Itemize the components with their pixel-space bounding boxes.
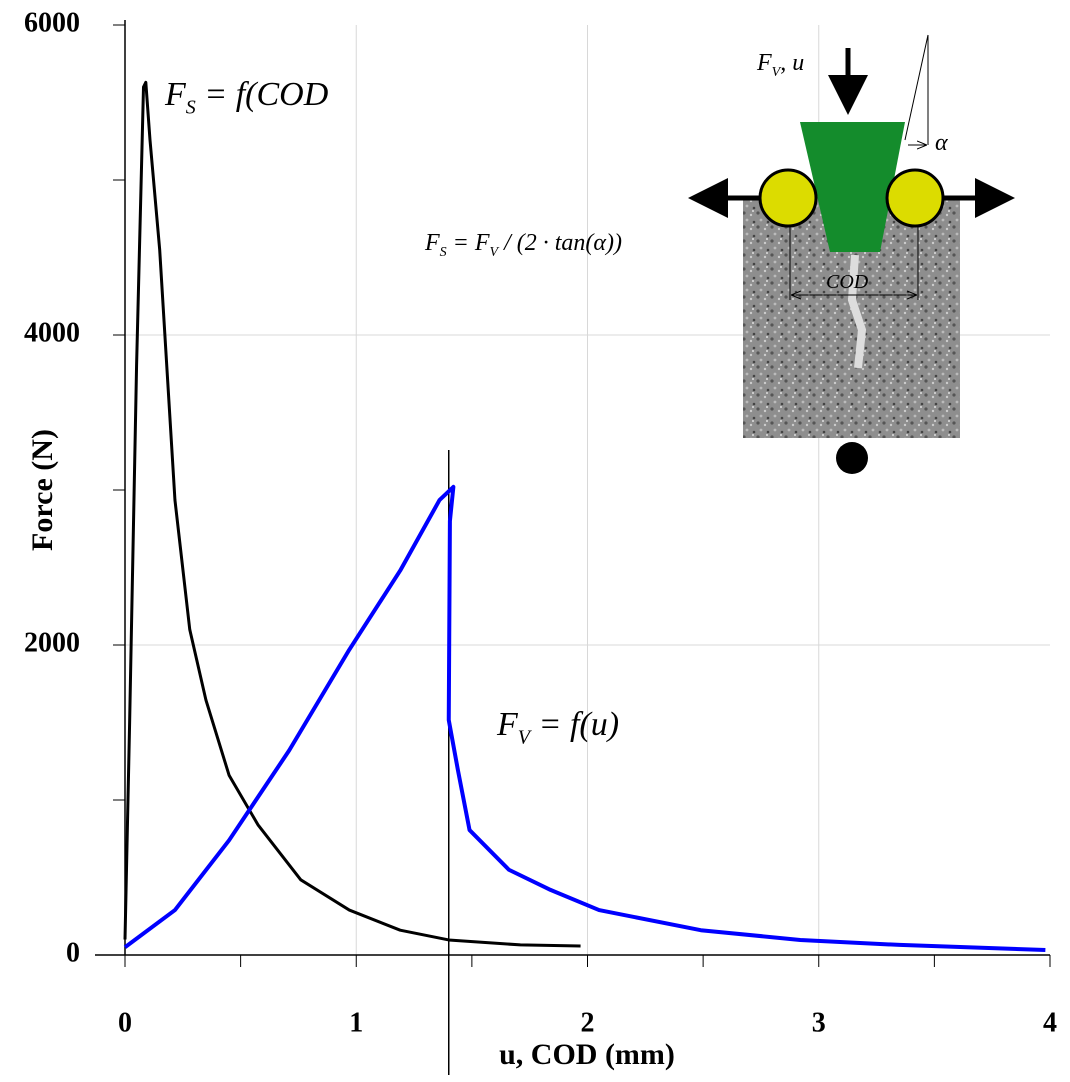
roller [758,168,818,228]
annotation-part: V [772,65,782,80]
x-tick-label: 0 [118,1007,132,1038]
y-tick-label: 6000 [24,7,80,38]
annotation-part: F [164,76,187,113]
annotation: FS = f(COD [164,76,329,119]
annotation: COD [826,271,869,293]
y-tick-label: 2000 [24,627,80,658]
angle-line [904,34,929,141]
x-tick-label: 2 [581,1007,595,1038]
annotation-part: = f(COD [196,76,329,113]
annotation-part: / (2 · tan(α)) [498,230,622,256]
x-axis-title: u, COD (mm) [499,1038,675,1071]
annotation-part: = f(u) [530,706,619,743]
inset-diagram [688,34,1015,474]
crack [847,254,867,369]
annotation-part: S [186,97,196,119]
annotation: FV = f(u) [496,706,619,749]
y-tick-label: 0 [66,937,80,968]
annotation-part: V [490,245,500,260]
annotation-part: α [935,130,948,156]
annotation-part: , u [780,50,804,76]
annotation: α [935,130,948,156]
x-tick-label: 1 [349,1007,363,1038]
x-tick-label: 3 [812,1007,826,1038]
annotation-part: V [518,727,533,749]
annotation-part: F [424,230,440,256]
y-axis-title: Force (N) [26,429,59,551]
annotation: FV, u [756,50,804,80]
grid [125,25,1050,955]
annotation-part: COD [826,271,869,293]
annotation-part: = F [447,230,490,256]
roller [885,168,945,228]
series-line [123,484,1046,953]
annotation-part: F [756,50,772,76]
x-tick-label: 4 [1043,1007,1057,1038]
annotation-part: S [440,245,447,260]
support [836,442,868,474]
annotation-part: F [496,706,519,743]
wedge [800,122,905,252]
annotation: FS = FV / (2 · tan(α)) [424,230,622,260]
series-line [123,80,581,948]
y-tick-label: 4000 [24,317,80,348]
